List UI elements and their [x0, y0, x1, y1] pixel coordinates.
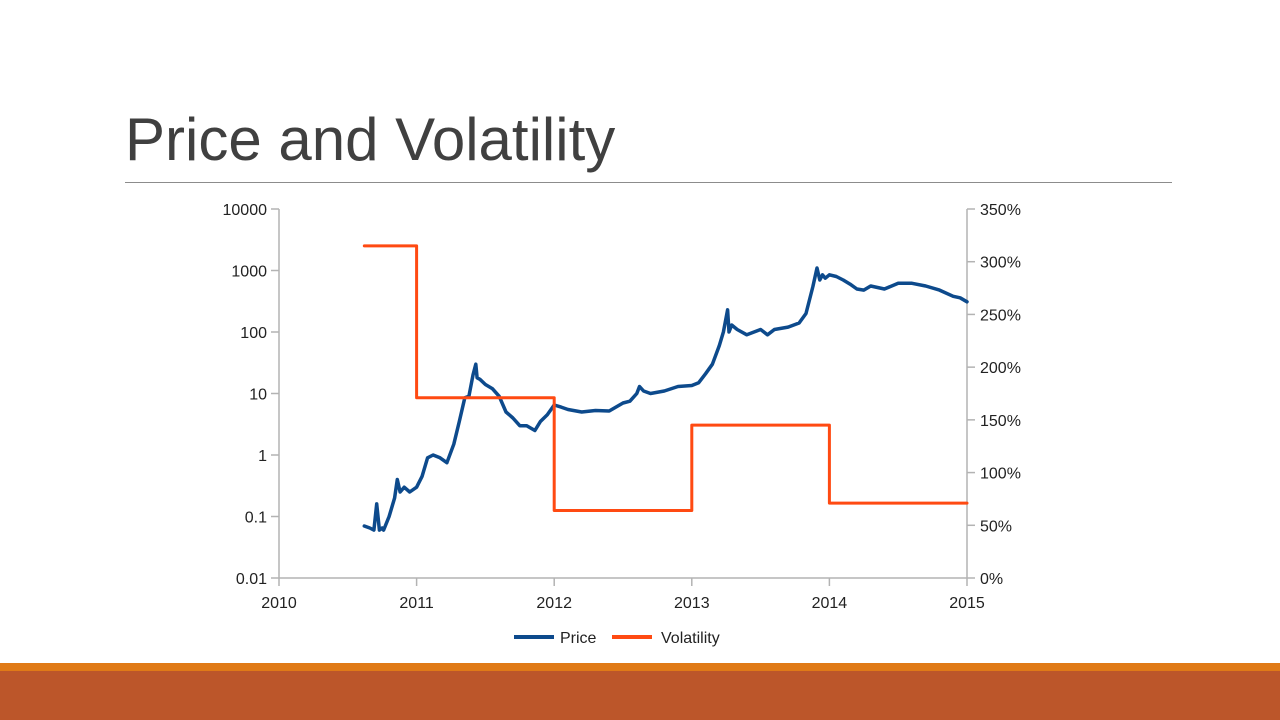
y-left-tick-label: 10000 [223, 202, 268, 219]
series-line-price [362, 266, 969, 532]
y-right-tick-label: 150% [980, 413, 1021, 430]
y-left-tick-label: 1000 [231, 264, 267, 281]
footer-band [0, 671, 1280, 720]
x-tick-label: 2014 [812, 595, 848, 612]
y-left-tick-label: 100 [240, 325, 267, 342]
y-right-tick-label: 250% [980, 307, 1021, 324]
y-left-tick-label: 1 [258, 448, 267, 465]
footer-band-accent [0, 663, 1280, 671]
slide-title: Price and Volatility [125, 106, 616, 173]
chart-series [362, 244, 969, 532]
series-line-volatility [362, 244, 969, 512]
y-left-tick-label: 10 [249, 387, 267, 404]
x-tick-label: 2010 [261, 595, 297, 612]
y-right-tick-label: 0% [980, 571, 1003, 588]
y-right-tick-label: 50% [980, 518, 1012, 535]
y-left-tick-label: 0.1 [245, 510, 267, 527]
legend-label-price: Price [560, 630, 597, 647]
x-tick-label: 2012 [536, 595, 572, 612]
y-right-tick-label: 200% [980, 360, 1021, 377]
y-right-tick-label: 100% [980, 466, 1021, 483]
legend-label-volatility: Volatility [661, 630, 720, 647]
chart-axes: 0.01 0.1 1 10 100 1000 10000 0% 50% 100% 150% 200% 2… [223, 202, 1021, 612]
x-tick-label: 2011 [399, 595, 434, 612]
chart-legend: Price Volatility [514, 630, 720, 647]
x-tick-label: 2015 [949, 595, 985, 612]
y-right-tick-label: 350% [980, 202, 1021, 219]
title-divider [125, 182, 1172, 183]
y-right-tick-label: 300% [980, 255, 1021, 272]
x-tick-label: 2013 [674, 595, 710, 612]
y-left-tick-label: 0.01 [236, 571, 267, 588]
